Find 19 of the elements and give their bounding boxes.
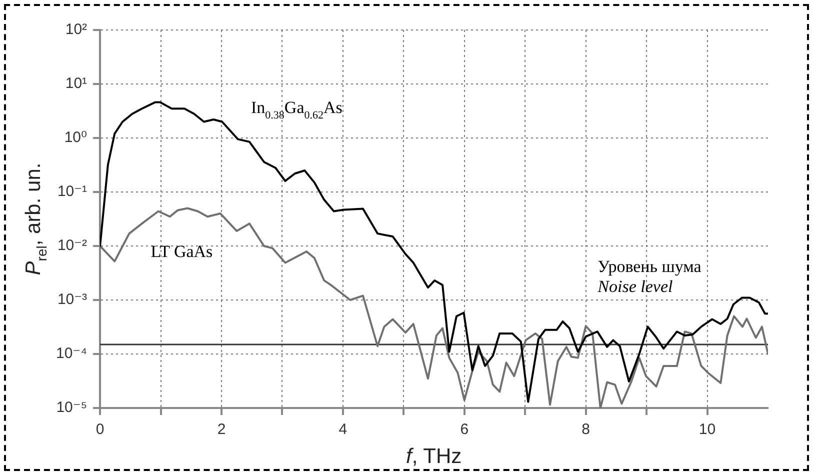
x-tick-label: 0 xyxy=(96,421,104,438)
y-tick-label: 10² xyxy=(65,21,88,38)
x-tick-label: 10 xyxy=(698,421,716,438)
y-axis-title: Prel, arb. un. xyxy=(22,162,50,276)
y-tick-label: 10⁻⁵ xyxy=(56,399,88,416)
x-tick-label: 2 xyxy=(217,421,226,438)
y-tick-label: 10⁻⁴ xyxy=(56,345,88,362)
x-axis-title: f, THz xyxy=(406,445,462,468)
y-tick-label: 10¹ xyxy=(65,75,88,92)
series-label: LT GaAs xyxy=(150,242,213,261)
x-tick-label: 6 xyxy=(460,421,469,438)
y-tick-label: 10⁻¹ xyxy=(57,183,88,200)
y-tick-label: 10⁰ xyxy=(64,129,88,146)
x-tick-label: 4 xyxy=(338,421,348,438)
y-tick-label: 10⁻² xyxy=(57,237,88,254)
annotation: Уровень шума xyxy=(598,256,702,276)
annotation: Noise level xyxy=(596,276,674,296)
x-tick-label: 8 xyxy=(582,421,590,438)
y-tick-label: 10⁻³ xyxy=(57,291,88,308)
